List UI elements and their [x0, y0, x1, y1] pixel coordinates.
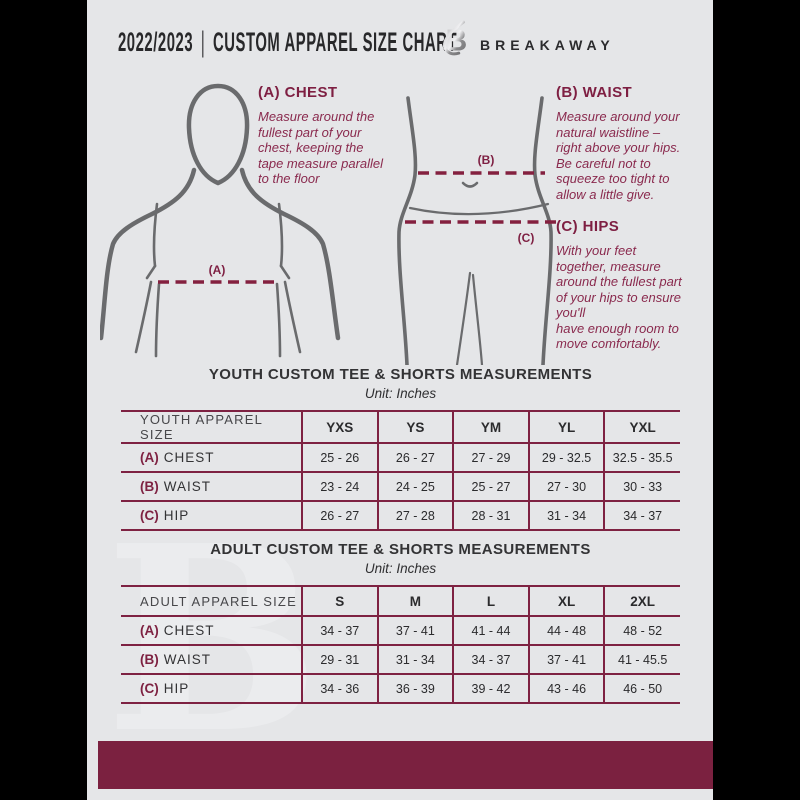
waist-instructions: (B) WAIST Measure around your natural wa…	[556, 84, 708, 202]
size-cell: 27 - 28	[376, 500, 454, 530]
size-cell: 39 - 42	[452, 673, 529, 703]
column-header: YL	[527, 411, 605, 444]
row-key: (B)	[140, 652, 159, 667]
size-cell: 48 - 52	[603, 616, 680, 645]
size-cell: 31 - 34	[376, 644, 454, 674]
waist-heading: (B) WAIST	[556, 84, 633, 101]
table-row: (A) CHEST 34 - 37 37 - 41 41 - 44 44 - 48…	[121, 616, 680, 645]
table-row: (C) HIP 26 - 27 27 - 28 28 - 31 31 - 34 3…	[121, 500, 680, 530]
size-cell: 41 - 44	[452, 616, 529, 645]
size-cell: 32.5 - 35.5	[603, 443, 680, 472]
column-header: 2XL	[603, 586, 680, 617]
column-header: S	[301, 586, 378, 617]
column-header: YXL	[603, 411, 680, 444]
chest-instructions: (A) CHEST Measure around the fullest par…	[258, 84, 434, 187]
hips-heading: (C) HIPS	[556, 218, 620, 235]
row-key: (C)	[140, 681, 159, 696]
document-title: 2022/2023 | CUSTOM APPAREL SIZE CHART	[118, 26, 458, 58]
waist-body-text: Measure around your natural waistline – …	[556, 109, 681, 202]
brand-name: BREAKAWAY	[480, 36, 615, 53]
size-cell: 36 - 39	[376, 673, 454, 703]
lower-body-figure: (B) (C)	[397, 96, 556, 365]
size-cell: 46 - 50	[603, 673, 680, 703]
adult-section-title: ADULT CUSTOM TEE & SHORTS MEASUREMENTS	[210, 541, 591, 558]
size-cell: 25 - 27	[452, 471, 529, 501]
size-cell: 23 - 24	[301, 471, 378, 501]
marker-c-label: (C)	[518, 231, 535, 245]
table-row: (A) CHEST 25 - 26 26 - 27 27 - 29 29 - 32…	[121, 443, 680, 472]
row-label: (B) WAIST	[121, 471, 302, 501]
size-cell: 28 - 31	[452, 500, 529, 530]
chest-body-text: Measure around the fullest part of your …	[258, 109, 384, 186]
size-cell: 44 - 48	[527, 616, 605, 645]
column-header: M	[376, 586, 454, 617]
row-label: (A) CHEST	[140, 450, 215, 465]
row-key: (A)	[140, 623, 159, 638]
row-label: (C) HIP	[121, 673, 302, 703]
youth-size-table: YOUTH APPAREL SIZE YXS YS YM YL YXL (A) C…	[121, 410, 680, 531]
row-key: (C)	[140, 508, 159, 523]
row-key: (A)	[140, 450, 159, 465]
row-label: (B) WAIST	[121, 644, 302, 674]
row-label: (A) CHEST	[140, 623, 215, 638]
size-chart-document: B 2022/2023 | CUSTOM APPAREL SIZE CHART	[87, 0, 713, 800]
title-year: 2022/2023	[118, 27, 194, 57]
row-label: (C) HIP	[121, 500, 302, 530]
size-cell: 37 - 41	[527, 644, 605, 674]
column-header: YS	[376, 411, 454, 444]
column-header: ADULT APPAREL SIZE	[121, 586, 302, 617]
size-cell: 37 - 41	[376, 616, 454, 645]
table-row: (C) HIP 34 - 36 36 - 39 39 - 42 43 - 46 4…	[121, 673, 680, 703]
upper-body-figure: (A)	[100, 83, 341, 358]
hips-instructions: (C) HIPS With your feet together, measur…	[556, 218, 712, 352]
adult-unit-label: Unit: Inches	[364, 561, 437, 576]
size-cell: 27 - 29	[452, 443, 529, 472]
table-row: (B) WAIST 23 - 24 24 - 25 25 - 27 27 - 30…	[121, 471, 680, 501]
adult-header-row: ADULT APPAREL SIZE S M L XL 2XL	[121, 586, 680, 617]
youth-header-row: YOUTH APPAREL SIZE YXS YS YM YL YXL	[121, 411, 680, 444]
size-cell: 43 - 46	[527, 673, 605, 703]
youth-section-title: YOUTH CUSTOM TEE & SHORTS MEASUREMENTS	[208, 366, 593, 383]
column-header: XL	[527, 586, 605, 617]
size-cell: 25 - 26	[301, 443, 378, 472]
column-header: L	[452, 586, 529, 617]
size-cell: 30 - 33	[603, 471, 680, 501]
size-cell: 26 - 27	[376, 443, 454, 472]
row-key: (B)	[140, 479, 159, 494]
adult-size-table: ADULT APPAREL SIZE S M L XL 2XL (A) CHEST…	[121, 585, 680, 704]
size-cell: 27 - 30	[527, 471, 605, 501]
size-cell: 24 - 25	[376, 471, 454, 501]
size-cell: 31 - 34	[527, 500, 605, 530]
size-cell: 34 - 37	[452, 644, 529, 674]
table-row: (B) WAIST 29 - 31 31 - 34 34 - 37 37 - 41…	[121, 644, 680, 674]
brand-lockup: B BREAKAWAY	[438, 18, 615, 65]
column-header: YM	[452, 411, 529, 444]
column-header: YXS	[301, 411, 378, 444]
column-header: YOUTH APPAREL SIZE	[121, 411, 302, 444]
marker-a-label: (A)	[209, 263, 226, 277]
youth-unit-label: Unit: Inches	[364, 386, 437, 401]
title-divider: |	[200, 26, 206, 58]
size-cell: 34 - 37	[603, 500, 680, 530]
size-cell: 29 - 31	[301, 644, 378, 674]
size-cell: 34 - 36	[301, 673, 378, 703]
breakaway-logo-icon: B	[438, 18, 470, 65]
size-cell: 26 - 27	[301, 500, 378, 530]
size-cell: 29 - 32.5	[527, 443, 605, 472]
chest-heading: (A) CHEST	[258, 84, 338, 101]
hips-body-text: With your feet together, measure around …	[556, 243, 682, 351]
title-text: CUSTOM APPAREL SIZE CHART	[212, 27, 458, 57]
footer-accent-bar	[98, 741, 713, 789]
marker-b-label: (B)	[478, 153, 495, 167]
size-cell: 41 - 45.5	[603, 644, 680, 674]
size-cell: 34 - 37	[301, 616, 378, 645]
